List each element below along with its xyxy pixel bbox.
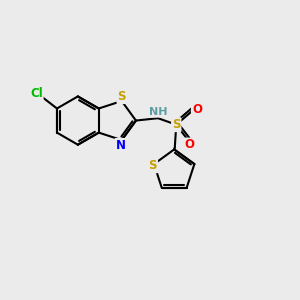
Text: S: S (118, 90, 126, 103)
Text: O: O (184, 139, 194, 152)
Text: S: S (172, 118, 181, 131)
Text: Cl: Cl (30, 87, 43, 100)
Text: N: N (116, 139, 126, 152)
Text: S: S (148, 159, 157, 172)
Text: O: O (192, 103, 202, 116)
Text: NH: NH (149, 107, 168, 117)
